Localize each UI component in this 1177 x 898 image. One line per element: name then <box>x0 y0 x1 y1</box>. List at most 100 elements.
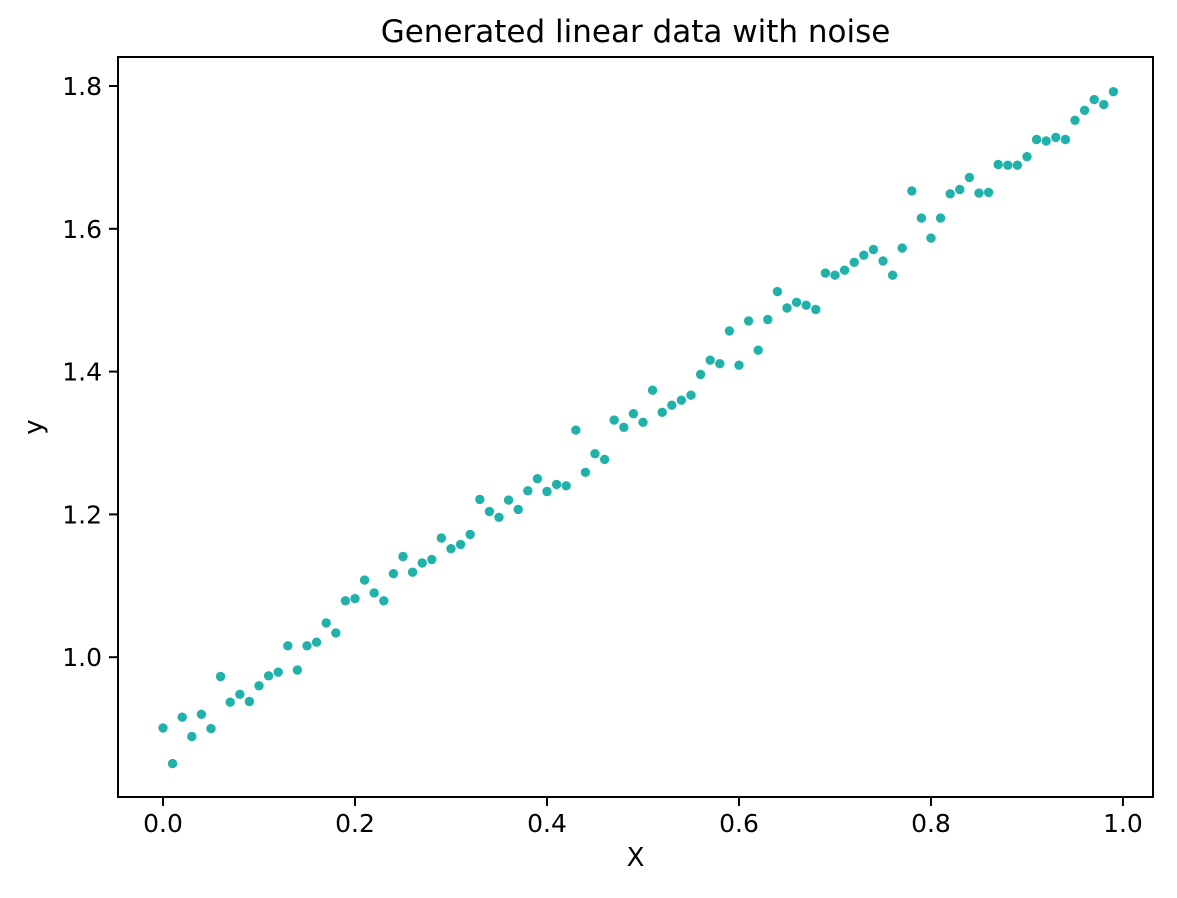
scatter-point <box>715 359 725 369</box>
scatter-point <box>849 257 859 267</box>
scatter-point <box>455 539 466 550</box>
scatter-point <box>628 409 639 419</box>
scatter-point <box>215 671 226 682</box>
scatter-point <box>782 303 792 313</box>
scatter-point <box>859 250 869 260</box>
axes-frame <box>117 56 1154 798</box>
scatter-point <box>532 474 543 484</box>
scatter-point <box>225 697 235 707</box>
y-tick-label: 1.8 <box>62 72 102 101</box>
scatter-point <box>417 558 427 568</box>
x-tick-label: 0.8 <box>911 809 951 838</box>
scatter-point <box>359 575 370 585</box>
scatter-point <box>484 506 495 517</box>
scatter-point <box>695 369 706 380</box>
scatter-point <box>187 731 197 742</box>
scatter-point <box>1051 132 1061 143</box>
scatter-point <box>935 213 946 223</box>
scatter-point <box>801 300 811 310</box>
scatter-point <box>667 400 677 410</box>
scatter-point <box>676 395 687 405</box>
scatter-point <box>1089 94 1099 105</box>
scatter-point <box>590 449 600 459</box>
scatter-point <box>993 159 1003 170</box>
scatter-point <box>686 390 696 400</box>
scatter-point <box>427 554 437 565</box>
scatter-point <box>561 481 571 491</box>
y-tick-label: 1.6 <box>62 215 102 244</box>
scatter-point <box>263 671 274 681</box>
x-tick-label: 0.2 <box>335 809 375 838</box>
scatter-point <box>887 270 898 280</box>
scatter-point <box>235 689 245 699</box>
scatter-point <box>542 486 552 497</box>
y-tick-label: 1.4 <box>62 358 102 387</box>
scatter-point <box>1079 105 1090 116</box>
scatter-point <box>839 265 850 275</box>
scatter-point <box>446 544 456 554</box>
scatter-point <box>177 712 187 722</box>
scatter-point <box>244 696 255 707</box>
scatter-point <box>983 187 994 198</box>
scatter-point <box>571 425 581 435</box>
y-axis-label: y <box>19 419 49 435</box>
scatter-point <box>580 467 591 477</box>
x-tick-label: 0.0 <box>143 809 183 838</box>
scatter-point <box>523 486 533 496</box>
scatter-point <box>1031 134 1042 145</box>
scatter-point <box>724 326 735 336</box>
scatter-point <box>379 596 389 606</box>
scatter-point <box>436 533 447 543</box>
scatter-point <box>254 681 264 691</box>
scatter-point <box>1003 160 1013 170</box>
y-tick-label: 1.0 <box>62 643 102 672</box>
scatter-point <box>743 316 754 326</box>
scatter-point <box>398 551 408 562</box>
scatter-point <box>331 628 341 638</box>
scatter-point <box>638 417 648 427</box>
scatter-point <box>974 188 984 198</box>
scatter-point <box>1108 87 1119 97</box>
scatter-point <box>475 494 485 505</box>
scatter-point <box>647 385 658 395</box>
scatter-point <box>302 641 312 651</box>
scatter-point <box>369 588 379 598</box>
scatter-point <box>513 504 523 515</box>
scatter-point <box>551 479 562 490</box>
scatter-point <box>619 422 629 432</box>
scatter-point <box>791 297 802 307</box>
chart-title: Generated linear data with noise <box>380 14 891 50</box>
scatter-point <box>964 172 975 183</box>
scatter-point <box>206 723 216 734</box>
scatter-point <box>494 512 504 522</box>
scatter-point <box>763 314 773 325</box>
scatter-point <box>868 244 879 255</box>
scatter-point <box>907 186 917 196</box>
scatter-point <box>955 184 965 195</box>
scatter-point <box>811 304 821 315</box>
scatter-point <box>1041 136 1051 146</box>
scatter-point <box>734 360 744 370</box>
scatter-point <box>878 256 888 266</box>
x-axis-label: X <box>626 843 645 873</box>
x-tick-label: 0.6 <box>719 809 759 838</box>
scatter-point <box>340 596 351 606</box>
scatter-point <box>609 415 619 425</box>
x-tick-label: 0.4 <box>527 809 567 838</box>
scatter-point <box>167 758 178 769</box>
scatter-point <box>772 286 783 297</box>
y-tick-label: 1.2 <box>62 500 102 529</box>
scatter-point <box>599 454 610 465</box>
scatter-point <box>820 268 831 278</box>
x-tick-label: 1.0 <box>1103 809 1143 838</box>
scatter-point <box>1060 134 1071 145</box>
scatter-point <box>465 529 475 540</box>
scatter-point <box>196 709 207 719</box>
scatter-point <box>705 355 715 365</box>
scatter-point <box>753 345 763 355</box>
scatter-point <box>158 723 168 733</box>
scatter-point <box>350 593 360 604</box>
scatter-point <box>273 667 283 677</box>
